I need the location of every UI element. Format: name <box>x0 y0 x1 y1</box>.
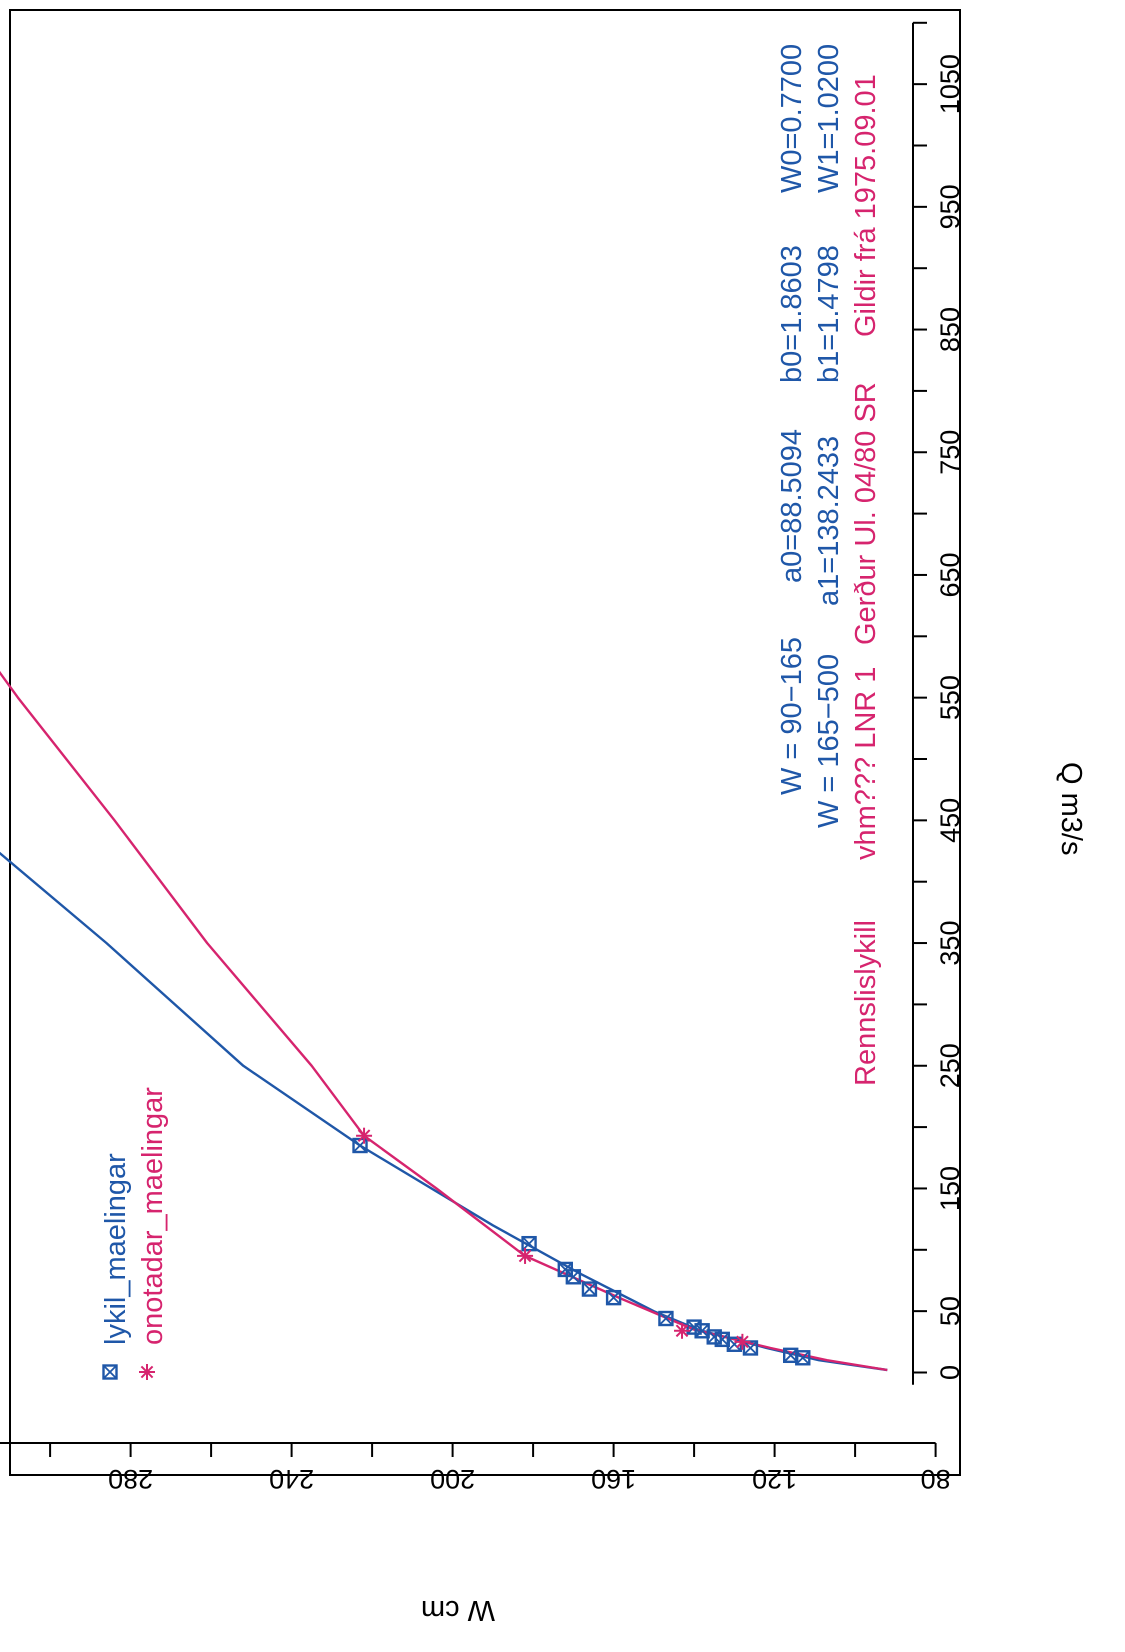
legend: lykil_maelingar onotadar_maelingar <box>100 1087 169 1380</box>
q-axis: 0 50 150 250 350 450 550 650 750 850 950 1050 <box>912 21 965 1385</box>
onotadar-point <box>356 1127 373 1144</box>
lykil-point <box>581 1281 598 1297</box>
measurement-points <box>352 1127 811 1366</box>
onotadar-point <box>674 1322 691 1339</box>
q-tick-label: 750 <box>935 430 965 475</box>
rating-curve-0 <box>0 851 888 1372</box>
annotation-w-range-0: W = 90−165 <box>776 637 808 795</box>
legend-label-onotadar: onotadar_maelingar <box>137 1087 169 1345</box>
onotadar-point <box>734 1333 751 1350</box>
q-tick-label: 450 <box>935 798 965 843</box>
rating-curves <box>0 670 888 1372</box>
annotation-a1: a1=138.2433 <box>813 436 845 606</box>
q-tick-label: 550 <box>935 675 965 720</box>
annotation-a0: a0=88.5094 <box>776 429 808 583</box>
lykil-point <box>658 1310 674 1327</box>
legend-boxed-x-icon <box>102 1364 118 1380</box>
q-tick-label: 850 <box>935 307 965 352</box>
q-tick-label: 150 <box>935 1166 965 1211</box>
annotation-vhm-lnr: vhm??? LNR 1 <box>850 667 882 860</box>
w-tick-label: 280 <box>108 1464 153 1494</box>
annotation-w-range-1: W = 165−500 <box>813 654 845 828</box>
w-tick-label: 120 <box>752 1464 797 1494</box>
q-tick-label: 350 <box>935 921 965 966</box>
q-tick-label: 1050 <box>935 54 965 114</box>
rating-curve-1 <box>0 670 888 1372</box>
plot-frame <box>9 9 961 1476</box>
legend-asterisk-mark <box>139 1364 155 1380</box>
annotation-b0: b0=1.8603 <box>776 245 808 383</box>
w-tick-label: 80 <box>921 1464 951 1494</box>
lykil-point <box>565 1269 582 1285</box>
y-axis-title: W cm <box>421 1594 495 1626</box>
legend-boxed-x-mark <box>102 1364 118 1380</box>
q-tick-label: 250 <box>935 1043 965 1088</box>
onotadar-point <box>517 1247 534 1264</box>
annotation-rennslislykill: Rennslislykill <box>850 920 882 1086</box>
q-tick-label: 0 <box>935 1365 965 1380</box>
w-axis: 80120160200240280320360400440480 <box>0 1442 951 1494</box>
lykil-point <box>795 1350 811 1366</box>
lykil-point <box>742 1340 759 1356</box>
q-tick-label: 650 <box>935 552 965 597</box>
lykil-point <box>605 1289 622 1306</box>
w-tick-label: 200 <box>430 1464 475 1494</box>
q-tick-label: 950 <box>935 184 965 229</box>
annotation-w1: W1=1.0200 <box>813 44 845 193</box>
q-tick-label: 50 <box>935 1296 965 1326</box>
x-axis-title: Q m3/s <box>1055 762 1087 855</box>
w-tick-label: 160 <box>591 1464 636 1494</box>
annotation-w0: W0=0.7700 <box>776 44 808 193</box>
annotation-b1: b1=1.4798 <box>813 245 845 383</box>
annotation-gildir: Gildir frá 1975.09.01 <box>850 74 882 337</box>
w-tick-label: 240 <box>269 1464 314 1494</box>
legend-asterisk-icon <box>139 1364 155 1380</box>
annotation-gerdur: Gerður Ul. 04/80 SR <box>850 382 882 645</box>
annotations: W = 90−165 a0=88.5094 b0=1.8603 W0=0.770… <box>776 44 882 1086</box>
legend-label-lykil: lykil_maelingar <box>100 1153 132 1345</box>
